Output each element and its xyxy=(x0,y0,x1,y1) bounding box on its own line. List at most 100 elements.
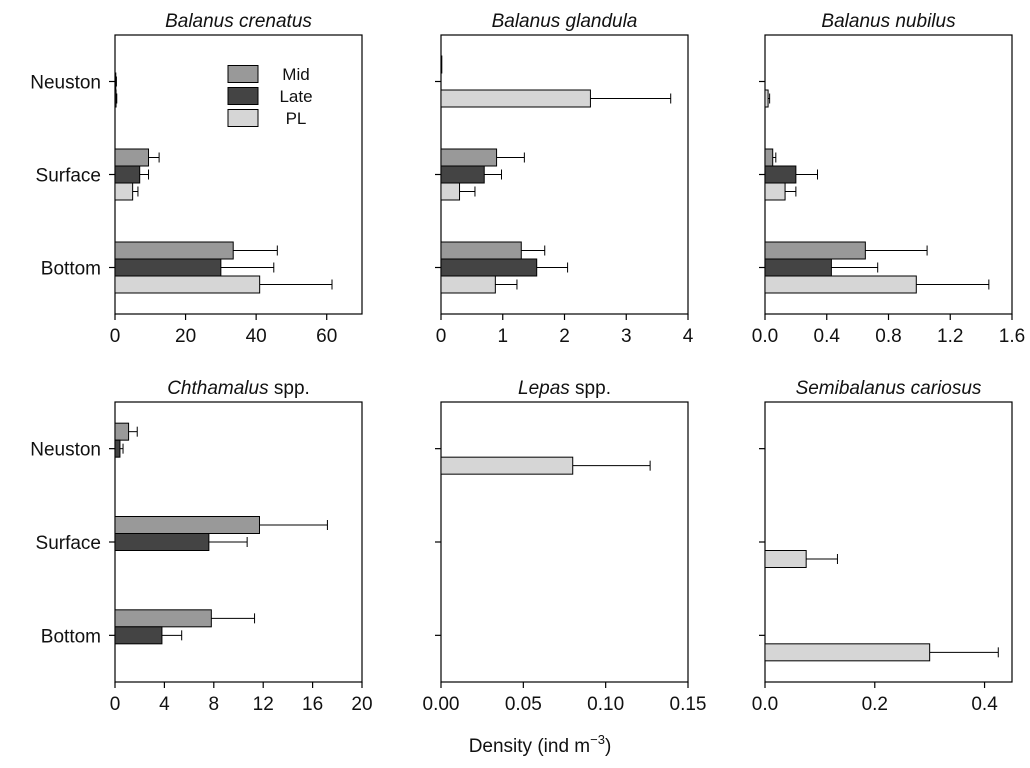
bar-pl-bottom xyxy=(764,643,931,662)
x-tick-label: 40 xyxy=(246,326,267,347)
x-tick-label: 0 xyxy=(436,326,447,347)
category-label-neuston: Neuston xyxy=(30,73,101,94)
category-label-surface: Surface xyxy=(36,533,101,554)
bar-pl-bottom xyxy=(440,275,496,294)
legend-label-mid: Mid xyxy=(282,65,309,84)
legend-label-late: Late xyxy=(279,87,312,106)
panel-3: Balanus nubilus 0.0 0.4 0.8 1.2 1.6 xyxy=(752,11,1025,347)
plot-frame xyxy=(764,401,1013,683)
legend-swatch-pl xyxy=(227,109,259,127)
bar-late-surface xyxy=(114,533,210,551)
panel-title-italic: Chthamalus xyxy=(167,378,269,399)
x-tick-label: 2 xyxy=(559,326,570,347)
panel-5: Lepas spp. 0.00 0.05 0.10 0.15 xyxy=(423,378,707,715)
bar-pl-bottom xyxy=(114,275,261,294)
panel-title-italic: Semibalanus cariosus xyxy=(796,378,982,399)
x-axis-label: Density (ind m−3) xyxy=(469,732,612,757)
x-tick-label: 0 xyxy=(110,694,121,715)
panel-1: Balanus crenatus Neuston Surface Bottom 0 20 4… xyxy=(30,11,363,347)
x-tick-label: 60 xyxy=(316,326,337,347)
bar-late-surface xyxy=(440,165,485,184)
x-tick-label: 3 xyxy=(621,326,632,347)
panel-title-italic: Balanus glandula xyxy=(492,11,638,32)
legend: Mid Late PL xyxy=(227,65,313,128)
legend-swatch-late xyxy=(227,87,259,105)
category-label-bottom: Bottom xyxy=(41,259,101,280)
x-tick-label: 20 xyxy=(175,326,196,347)
x-tick-label: 0 xyxy=(110,326,121,347)
bar-pl-surface xyxy=(114,182,134,201)
x-tick-label: 1.2 xyxy=(937,326,963,347)
panel-title: Chthamalus spp. xyxy=(167,378,310,399)
panel-title: Semibalanus cariosus xyxy=(796,378,982,399)
bar-mid-neuston xyxy=(440,55,443,74)
x-tick-label: 0.8 xyxy=(875,326,901,347)
x-axis-label-text: Density (ind m xyxy=(469,736,590,757)
x-tick-label: 0.0 xyxy=(752,326,778,347)
x-tick-label: 12 xyxy=(253,694,274,715)
bar-pl-surface xyxy=(764,550,807,568)
bar-late-neuston xyxy=(114,439,121,458)
x-tick-label: 20 xyxy=(351,694,372,715)
x-tick-label: 0.0 xyxy=(752,694,778,715)
legend-swatch-mid xyxy=(227,65,259,83)
panel-6: Semibalanus cariosus 0.0 0.2 0.4 xyxy=(752,378,1013,715)
bar-pl-surface xyxy=(440,182,461,201)
panel-2: Balanus glandula 0 1 2 3 4 xyxy=(435,11,694,347)
bar-pl-surface xyxy=(764,182,786,201)
x-tick-label: 1 xyxy=(497,326,508,347)
bar-late-surface xyxy=(114,165,141,184)
x-tick-label: 4 xyxy=(683,326,694,347)
category-label-surface: Surface xyxy=(36,166,101,187)
panel-title: Balanus nubilus xyxy=(821,11,956,32)
panel-title: Balanus glandula xyxy=(492,11,638,32)
bar-mid-surface xyxy=(114,516,260,534)
x-tick-label: 0.15 xyxy=(670,694,707,715)
panel-title-italic: Lepas xyxy=(518,378,570,399)
x-tick-label: 8 xyxy=(209,694,220,715)
bar-pl-neuston xyxy=(114,89,117,108)
bar-mid-surface xyxy=(440,148,498,167)
panel-title-italic: Balanus crenatus xyxy=(165,11,312,32)
panel-title-italic: Balanus nubilus xyxy=(821,11,956,32)
bar-mid-neuston xyxy=(114,422,130,441)
bar-pl-bottom xyxy=(764,275,917,294)
legend-label-pl: PL xyxy=(286,109,307,128)
panel-title: Lepas spp. xyxy=(518,378,611,399)
bar-late-bottom xyxy=(440,258,538,277)
x-tick-label: 0.4 xyxy=(814,326,841,347)
panel-title-suffix: spp. xyxy=(570,378,611,399)
x-axis-label-superscript: −3 xyxy=(590,732,605,747)
bar-late-bottom xyxy=(764,258,832,277)
bar-mid-bottom xyxy=(764,241,866,260)
x-tick-label: 0.10 xyxy=(587,694,624,715)
x-tick-label: 0.05 xyxy=(505,694,542,715)
x-tick-label: 0.2 xyxy=(862,694,888,715)
bar-pl-neuston xyxy=(764,89,769,108)
bar-mid-surface xyxy=(764,148,774,167)
x-tick-label: 4 xyxy=(159,694,170,715)
bar-pl-neuston xyxy=(440,456,574,475)
category-label-bottom: Bottom xyxy=(41,626,101,647)
bar-mid-bottom xyxy=(114,241,234,260)
panel-title-suffix: spp. xyxy=(269,378,310,399)
plot-frame xyxy=(440,401,689,683)
bar-late-neuston xyxy=(114,72,117,91)
bar-mid-surface xyxy=(114,148,150,167)
bar-late-bottom xyxy=(114,626,163,645)
panel-4: Chthamalus spp. Neuston Surface Bottom 0 4 8 12… xyxy=(30,378,372,715)
bar-late-bottom xyxy=(114,258,222,277)
panel-title: Balanus crenatus xyxy=(165,11,312,32)
x-tick-label: 0.00 xyxy=(423,694,460,715)
x-tick-label: 1.6 xyxy=(999,326,1025,347)
category-label-neuston: Neuston xyxy=(30,440,101,461)
bar-pl-neuston xyxy=(440,89,591,108)
bar-late-surface xyxy=(764,165,797,184)
bar-mid-bottom xyxy=(114,609,212,628)
x-tick-label: 0.4 xyxy=(971,694,998,715)
x-axis-label-end: ) xyxy=(605,736,611,757)
x-tick-label: 16 xyxy=(302,694,323,715)
